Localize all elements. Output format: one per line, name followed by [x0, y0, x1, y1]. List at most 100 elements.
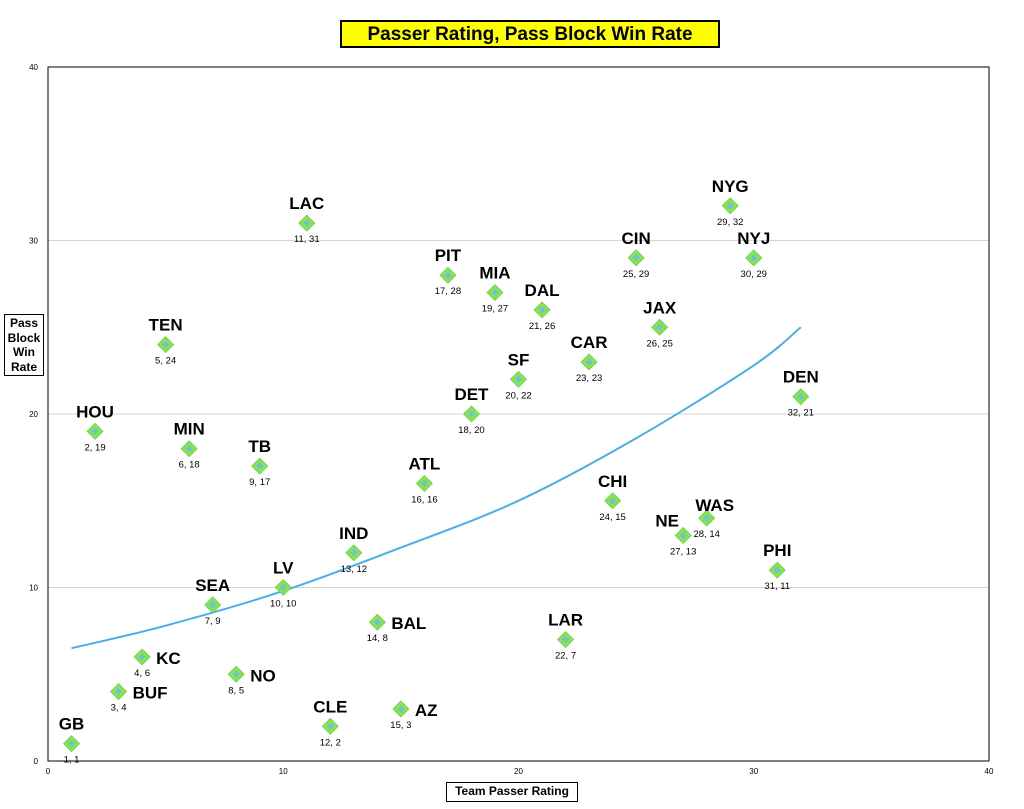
marker-center — [397, 705, 405, 713]
marker-center — [420, 479, 428, 487]
x-tick-label: 20 — [514, 767, 523, 776]
coord-label: 10, 10 — [270, 599, 296, 610]
coord-label: 22, 7 — [555, 651, 576, 662]
marker-center — [679, 531, 687, 539]
marker-center — [68, 740, 76, 748]
coord-label: 32, 21 — [788, 408, 814, 419]
coord-label: 28, 14 — [693, 529, 719, 540]
marker-center — [373, 618, 381, 626]
team-label: MIN — [174, 420, 205, 439]
axis-ticks: 0 10 20 30 40 0 10 20 30 40 — [29, 63, 994, 776]
team-label: MIA — [479, 264, 510, 283]
marker-center — [750, 254, 758, 262]
y-axis-label-text: Pass Block Win Rate — [7, 316, 41, 374]
data-point-az: AZ 15, 3 — [390, 700, 438, 731]
coord-label: 2, 19 — [84, 442, 105, 453]
coord-label: 1, 1 — [64, 755, 80, 766]
team-label: NO — [250, 666, 276, 685]
data-point-lv: LV 10, 10 — [270, 559, 296, 610]
plot-area-border — [47, 66, 990, 762]
marker-center — [91, 427, 99, 435]
marker-center — [350, 549, 358, 557]
data-point-cle: CLE 12, 2 — [313, 697, 347, 748]
data-point-ten: TEN 5, 24 — [149, 316, 183, 367]
team-label: BUF — [133, 684, 168, 703]
marker-center — [797, 393, 805, 401]
data-point-lar: LAR 22, 7 — [548, 611, 583, 662]
coord-label: 11, 31 — [294, 234, 320, 245]
y-tick-label: 10 — [29, 584, 38, 593]
team-label: PIT — [435, 246, 462, 265]
marker-center — [185, 445, 193, 453]
coord-label: 29, 32 — [717, 217, 743, 228]
team-label: LAC — [289, 194, 324, 213]
team-label: DAL — [525, 281, 560, 300]
x-axis-label: Team Passer Rating — [446, 782, 578, 802]
team-label: IND — [339, 524, 368, 543]
data-point-ind: IND 13, 12 — [339, 524, 368, 575]
coord-label: 6, 18 — [179, 460, 200, 471]
marker-center — [773, 566, 781, 574]
team-label: CHI — [598, 472, 627, 491]
marker-center — [562, 636, 570, 644]
coord-label: 17, 28 — [435, 286, 461, 297]
coord-label: 3, 4 — [111, 703, 127, 714]
coord-label: 16, 16 — [411, 494, 437, 505]
data-point-lac: LAC 11, 31 — [289, 194, 324, 245]
team-label: TB — [248, 437, 271, 456]
marker-center — [138, 653, 146, 661]
coord-label: 4, 6 — [134, 668, 150, 679]
y-tick-label: 30 — [29, 237, 38, 246]
team-label: WAS — [695, 496, 734, 515]
marker-center — [515, 375, 522, 383]
coord-label: 12, 2 — [320, 737, 341, 748]
data-point-no: NO 8, 5 — [227, 665, 276, 696]
marker-center — [279, 584, 287, 591]
coord-label: 30, 29 — [741, 269, 767, 280]
trendline-curve — [71, 326, 802, 650]
team-label: LV — [273, 559, 294, 578]
data-points: GB 1, 1 HOU 2, 19 BUF 3, 4 KC 4, 6 TEN 5, 24 MIN 6,… — [59, 177, 819, 766]
team-label: NYJ — [737, 229, 770, 248]
data-point-sf: SF 20, 22 — [505, 350, 531, 401]
coord-label: 19, 27 — [482, 304, 508, 315]
x-tick-label: 40 — [985, 767, 994, 776]
team-label: SF — [508, 350, 530, 369]
marker-center — [609, 497, 617, 505]
y-tick-label: 40 — [29, 63, 38, 72]
gridlines — [48, 240, 989, 588]
marker-center — [726, 202, 734, 210]
marker-center — [232, 670, 240, 678]
chart-title: Passer Rating, Pass Block Win Rate — [340, 20, 720, 48]
team-label: CAR — [571, 333, 608, 352]
team-label: PHI — [763, 541, 791, 560]
marker-center — [491, 289, 499, 297]
data-point-sea: SEA 7, 9 — [195, 576, 230, 627]
data-point-chi: CHI 24, 15 — [598, 472, 627, 523]
marker-center — [162, 341, 170, 349]
team-label: TEN — [149, 316, 183, 335]
team-label: AZ — [415, 701, 438, 720]
x-tick-label: 30 — [749, 767, 758, 776]
coord-label: 7, 9 — [205, 616, 221, 627]
x-tick-label: 10 — [279, 767, 288, 776]
marker-center — [656, 323, 664, 331]
team-label: CLE — [313, 697, 347, 716]
coord-label: 8, 5 — [228, 685, 244, 696]
data-point-pit: PIT 17, 28 — [435, 246, 462, 297]
team-label: HOU — [76, 402, 114, 421]
data-point-cin: CIN 25, 29 — [621, 229, 650, 280]
marker-center — [115, 688, 123, 696]
trendline — [71, 326, 802, 650]
data-point-dal: DAL 21, 26 — [525, 281, 560, 332]
data-point-phi: PHI 31, 11 — [763, 541, 791, 592]
data-point-atl: ATL 16, 16 — [409, 454, 441, 505]
coord-label: 25, 29 — [623, 269, 649, 280]
marker-center — [209, 601, 217, 609]
data-point-ne: NE 27, 13 — [655, 511, 696, 557]
y-tick-label: 0 — [34, 757, 39, 766]
team-label: GB — [59, 715, 85, 734]
team-label: KC — [156, 649, 181, 668]
data-point-car: CAR 23, 23 — [571, 333, 608, 384]
